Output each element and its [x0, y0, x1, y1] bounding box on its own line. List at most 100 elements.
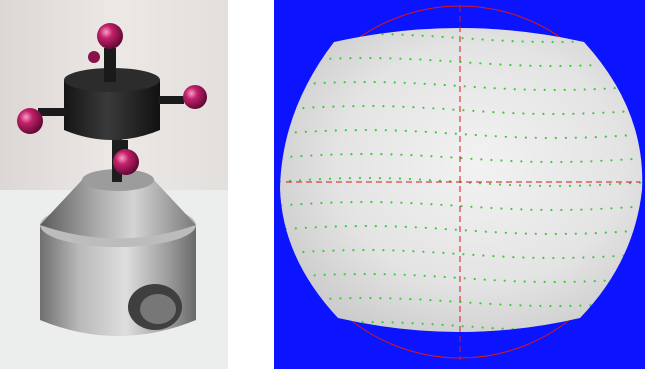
scan-point: [563, 280, 566, 283]
scan-point: [594, 232, 597, 235]
scan-point: [403, 81, 406, 84]
scan-point: [344, 129, 347, 132]
scan-point: [533, 88, 536, 91]
scan-point: [300, 155, 303, 158]
scan-point: [479, 62, 482, 65]
scan-point: [490, 206, 493, 210]
scan-point: [559, 304, 562, 308]
scan-point: [462, 253, 465, 256]
scan-point: [572, 112, 575, 115]
scan-point: [534, 232, 537, 235]
scan-point: [452, 252, 455, 255]
scan-point: [432, 107, 435, 110]
scan-point: [589, 64, 592, 67]
scan-point: [610, 207, 613, 210]
scan-point: [451, 324, 454, 327]
scan-point: [400, 201, 403, 204]
crosshair: [286, 6, 640, 360]
scan-point: [510, 159, 513, 163]
scan-point: [423, 274, 426, 277]
scan-point: [332, 105, 335, 108]
scan-point: [399, 57, 402, 60]
scan-point: [382, 249, 385, 252]
scan-point: [389, 57, 392, 60]
scan-point: [549, 64, 552, 68]
scan-point: [391, 33, 394, 36]
scan-point: [592, 256, 595, 259]
scan-point: [562, 112, 565, 116]
scan-point: [529, 304, 532, 307]
scan-point: [353, 81, 356, 84]
scan-point: [589, 304, 592, 307]
scan-point: [373, 80, 376, 84]
scan-point: [520, 208, 523, 211]
scan-point: [410, 202, 413, 205]
scan-point: [584, 136, 587, 139]
scan-point: [558, 184, 562, 188]
scan-point: [441, 35, 444, 39]
scan-point: [390, 201, 393, 204]
scan-point: [598, 183, 602, 186]
scan-point: [614, 231, 617, 234]
scan-point: [519, 64, 522, 67]
scan-point: [362, 248, 365, 252]
scan-point: [332, 249, 335, 252]
ruby-ball-right: [183, 85, 207, 109]
scan-point: [590, 160, 593, 163]
scan-point: [493, 87, 496, 90]
scan-point: [413, 82, 416, 85]
scan-point: [514, 136, 517, 139]
scan-point: [384, 225, 387, 228]
scan-point: [553, 280, 556, 284]
scan-point: [420, 202, 423, 205]
scan-point: [328, 177, 332, 180]
probe-photo: [0, 0, 228, 369]
scan-point: [474, 229, 477, 233]
scan-point: [374, 129, 377, 132]
scan-point: [382, 105, 385, 108]
scan-point: [444, 228, 447, 231]
scan-point: [463, 277, 466, 280]
scan-point: [322, 105, 325, 109]
scan-point: [588, 184, 592, 187]
scan-point: [471, 37, 474, 40]
scan-point: [473, 85, 476, 89]
scan-point: [522, 112, 525, 115]
scan-point: [573, 280, 576, 283]
scan-point: [363, 80, 366, 84]
scan-point: [532, 112, 535, 115]
scan-point: [314, 130, 317, 133]
sphere-render-drawing: [274, 0, 645, 369]
scan-point: [371, 320, 374, 324]
scan-point: [404, 225, 407, 228]
scan-point: [379, 57, 382, 60]
scan-point: [304, 226, 307, 229]
scan-point: [539, 304, 542, 307]
scan-point: [538, 184, 542, 187]
ruby-ball-top: [97, 23, 123, 49]
scan-point: [580, 160, 583, 163]
scan-point: [398, 177, 402, 180]
scan-point: [433, 275, 436, 278]
scan-point: [469, 61, 472, 64]
scan-point: [423, 82, 426, 85]
scan-point: [424, 226, 427, 229]
scan-point: [579, 304, 582, 307]
probe-hub: [38, 48, 184, 158]
scan-point: [549, 304, 552, 308]
ruby-ball-left: [17, 108, 43, 134]
scan-point: [329, 297, 332, 300]
scan-point: [482, 110, 485, 113]
scan-point: [540, 208, 543, 211]
scan-point: [393, 273, 396, 276]
scan-point: [488, 182, 492, 185]
scan-point: [383, 273, 386, 276]
scan-point: [352, 249, 355, 252]
scan-point: [294, 131, 297, 134]
scan-point: [433, 83, 436, 86]
scan-point: [408, 177, 412, 181]
scan-point: [369, 56, 372, 60]
scan-point: [624, 134, 627, 137]
scan-point: [438, 179, 442, 182]
scan-point: [323, 81, 326, 84]
